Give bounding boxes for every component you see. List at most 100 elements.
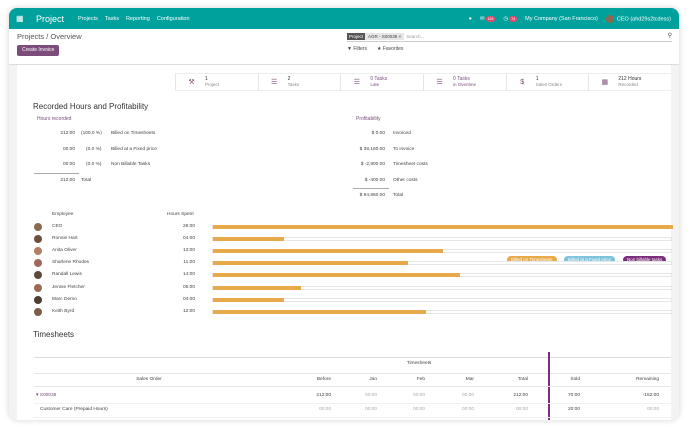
employee-avatar: [34, 307, 42, 316]
column-header: Before: [316, 377, 331, 382]
employee-row: Marc Demo 04:00: [17, 295, 672, 307]
menu-projects[interactable]: Projects: [78, 15, 98, 22]
favorites-button[interactable]: ★ Favorites: [377, 46, 403, 52]
hours-bar-track: [212, 297, 672, 302]
stat-value: 1: [205, 76, 208, 82]
stat-value: 2: [287, 76, 291, 82]
filters-label: Filters: [353, 46, 367, 52]
stat-sales-orders[interactable]: $ 1 Sales Orders: [505, 74, 589, 90]
filters-button[interactable]: ▼ Filters: [347, 46, 367, 52]
cell-before: 212:00: [316, 393, 331, 398]
hours-bar-track: [212, 237, 672, 242]
employee-name[interactable]: Randall Lewis: [52, 272, 82, 278]
tasks-icon: ☰: [271, 79, 278, 86]
hours-bar-track: [212, 309, 672, 314]
cell-mar: 00:00: [461, 393, 474, 398]
apps-menu-icon[interactable]: ▦: [16, 14, 24, 23]
search-icon[interactable]: ⚲: [667, 33, 672, 39]
profit-value: $ 38,160.00: [359, 147, 385, 152]
stat-hours-recorded[interactable]: ▦ 212 Hours Recorded: [588, 74, 671, 90]
line-row-label: Customer Care (Prepaid Hours): [40, 407, 108, 412]
profitability-title: Recorded Hours and Profitability: [33, 102, 149, 111]
hours-bar: [213, 285, 302, 290]
employee-name[interactable]: Keith Byrd: [52, 308, 75, 314]
column-header: Mar: [465, 377, 474, 382]
hours-pct: (100.0 %): [81, 131, 102, 136]
filter-bar: ▼ Filters ★ Favorites: [347, 46, 403, 52]
breadcrumb-separator: /: [46, 32, 49, 41]
stat-tasks[interactable]: ☰ 2 Tasks: [257, 74, 341, 90]
cell-total: 212:00: [513, 393, 528, 398]
hours-pct: (0.0 %): [86, 147, 102, 152]
breadcrumb-projects[interactable]: Projects: [17, 32, 45, 41]
search-facet-label: Project: [347, 32, 366, 40]
hours-column-header: Hours Spent: [167, 212, 194, 217]
employee-hours: 26:00: [182, 224, 195, 229]
app-window: ▦ Project Projects Tasks Reporting Confi…: [9, 8, 679, 420]
breadcrumb-current: Overview: [50, 32, 82, 41]
employee-avatar: [34, 247, 42, 256]
company-switcher[interactable]: My Company (San Francisco): [525, 15, 598, 22]
user-menu[interactable]: CEO (ahd29s2tcdess): [605, 14, 671, 23]
hours-bar: [213, 249, 443, 254]
employee-row: Jennie Fletcher 05:00: [17, 283, 672, 295]
employee-row: Randall Lewis 14:00: [17, 270, 672, 282]
activity-icon[interactable]: ◷ 74: [503, 15, 518, 22]
employee-name[interactable]: Sharlene Rhodes: [52, 260, 90, 266]
tasks-icon: ☰: [436, 79, 443, 86]
calendar-icon: ▦: [601, 79, 609, 86]
employee-hours: 12:00: [182, 308, 195, 314]
search-bar[interactable]: Project AGR - S00039 × Search... ⚲: [347, 31, 672, 42]
hours-bar-track: [212, 249, 672, 254]
employee-name[interactable]: CEO: [52, 224, 63, 229]
employee-avatar: [34, 283, 42, 292]
stat-projects[interactable]: ⚒ 1 Project: [175, 74, 258, 90]
employee-avatar: [34, 259, 42, 268]
chat-icon[interactable]: ✉ 126: [479, 15, 496, 22]
legend-item: Billed on Timesheets: [507, 256, 557, 264]
stat-late-tasks[interactable]: ☰ 0 Tasks Late: [340, 74, 423, 90]
hours-bar-track: [212, 285, 672, 290]
cell-jan: 00:00: [364, 393, 377, 398]
hours-bar-track: [212, 261, 672, 266]
header-divider: [34, 386, 671, 387]
profit-value: $ 0.00: [371, 131, 385, 136]
menu-reporting[interactable]: Reporting: [125, 15, 150, 22]
employee-name[interactable]: Anita Oliver: [52, 248, 77, 254]
hours-value: 00:00: [62, 162, 75, 167]
search-facet-value: AGR - S00039: [368, 33, 398, 39]
stat-overtime-tasks[interactable]: ☰ 0 Tasks in Overtime: [423, 74, 506, 90]
employee-hours: 11:00: [183, 260, 195, 266]
hours-total-value: 212:00: [60, 178, 75, 183]
timesheets-table: Timesheets Sales Order Before Jan Feb Mar Tota…: [34, 352, 671, 420]
timesheets-section-title: Timesheets: [33, 330, 75, 339]
employee-name[interactable]: Ronnie Hart: [52, 236, 78, 242]
create-invoice-button[interactable]: Create Invoice: [17, 45, 60, 56]
app-brand[interactable]: Project: [36, 13, 65, 24]
group-row-label[interactable]: ▾ S00039: [36, 393, 57, 398]
debug-icon[interactable]: ●: [468, 15, 472, 22]
puzzle-icon: ⚒: [188, 79, 195, 86]
profit-value: $ -2,900.00: [360, 162, 385, 167]
column-header: Feb: [416, 377, 425, 382]
star-icon: ★: [376, 46, 382, 52]
column-header: Total: [517, 377, 528, 382]
stat-label: Sales Orders: [535, 82, 562, 87]
stat-value: 212 Hours: [618, 76, 642, 82]
search-facet[interactable]: AGR - S00039 ×: [365, 32, 405, 40]
menu-tasks[interactable]: Tasks: [104, 15, 119, 22]
cell-sold: 70:00: [567, 393, 580, 398]
employee-avatar: [34, 295, 42, 304]
employee-name[interactable]: Jennie Fletcher: [52, 284, 85, 290]
control-panel: Projects / Overview Create Invoice Proje…: [9, 29, 679, 65]
user-avatar: [605, 14, 614, 23]
search-input[interactable]: Search...: [406, 33, 425, 39]
row-divider: [34, 403, 671, 404]
menu-configuration[interactable]: Configuration: [156, 15, 190, 22]
hours-bar: [213, 273, 461, 278]
employee-hours: 14:00: [182, 272, 195, 278]
employee-name[interactable]: Marc Demo: [52, 296, 77, 302]
stat-label: in Overtime: [453, 82, 477, 87]
hours-recorded-heading: Hours recorded: [37, 116, 72, 122]
facet-remove-icon[interactable]: ×: [398, 33, 402, 39]
